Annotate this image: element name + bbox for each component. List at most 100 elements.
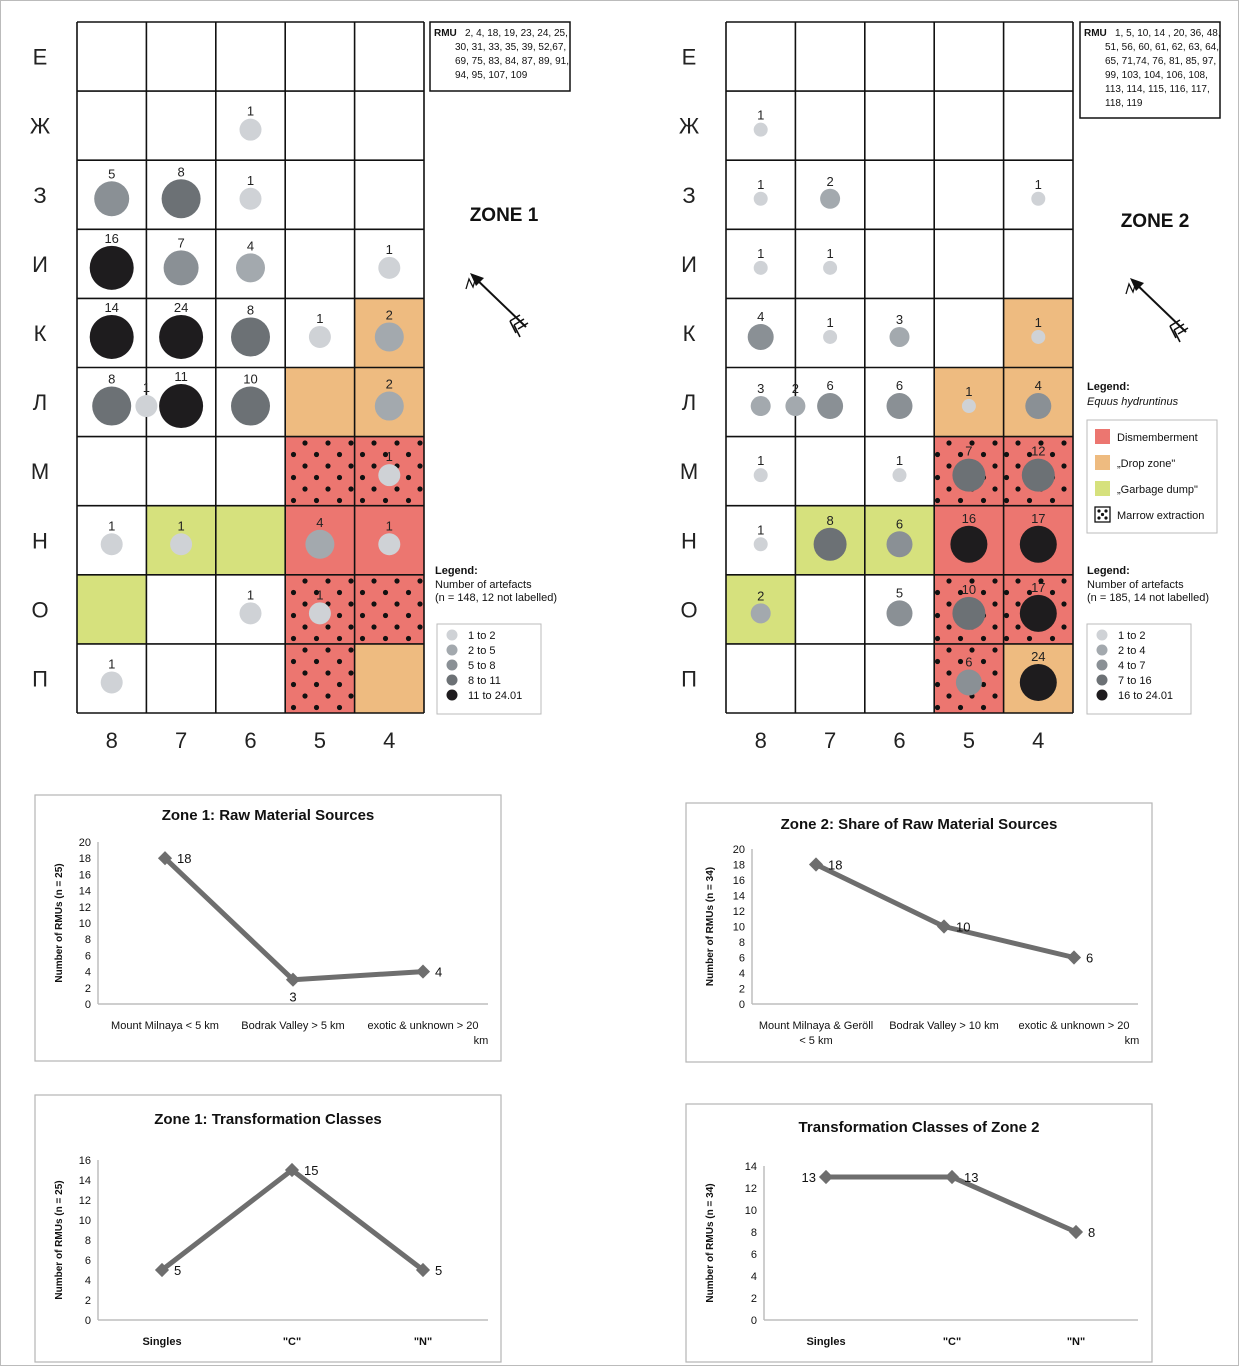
artefact-count-circle: [159, 314, 204, 359]
y-tick-label: 20: [79, 837, 91, 849]
artefact-count-label: 4: [316, 515, 323, 530]
rmu-list-line: 2, 4, 18, 19, 23, 24, 25,: [465, 28, 568, 39]
rmu-label: RMU: [434, 28, 457, 39]
count-legend-line: Number of artefacts: [1087, 579, 1184, 591]
chart-title: Zone 1: Transformation Classes: [154, 1111, 382, 1128]
row-label: О: [31, 597, 48, 622]
chart-title: Zone 2: Share of Raw Material Sources: [781, 816, 1058, 833]
x-category-label: Singles: [806, 1336, 845, 1348]
north-arrow-n-mark: [1125, 281, 1137, 295]
row-label: П: [32, 666, 48, 691]
artefact-count-label: 1: [108, 518, 115, 533]
data-value-label: 18: [828, 858, 842, 873]
row-label: Н: [681, 528, 697, 553]
count-legend-line: (n = 148, 12 not labelled): [435, 592, 557, 604]
zone-cell-fill: [77, 574, 147, 644]
column-label: 8: [755, 728, 767, 753]
artefact-count-circle: [886, 531, 913, 558]
artefact-count-label: 1: [247, 587, 254, 602]
artefact-count-circle: [753, 191, 768, 206]
size-legend-circle: [1096, 689, 1108, 701]
data-value-label: 13: [964, 1170, 978, 1185]
row-label: М: [680, 459, 698, 484]
zone-legend-label: „Drop zone": [1117, 458, 1175, 470]
y-tick-label: 20: [733, 844, 745, 856]
north-arrow-shaft: [471, 274, 527, 328]
marrow-pattern: [285, 436, 355, 506]
zone-cell-fill: [285, 367, 355, 437]
count-legend-line: (n = 185, 14 not labelled): [1087, 592, 1209, 604]
y-axis-label: Number of RMUs (n = 25): [54, 1180, 65, 1299]
size-legend-label: 11 to 24.01: [468, 690, 522, 702]
data-point-marker: [285, 972, 301, 987]
artefact-count-label: 1: [386, 242, 393, 257]
artefact-count-circle: [161, 179, 201, 219]
data-value-label: 5: [174, 1263, 181, 1278]
artefact-count-label: 1: [965, 384, 972, 399]
y-tick-label: 10: [79, 1215, 91, 1227]
artefact-count-circle: [813, 527, 847, 561]
artefact-count-circle: [92, 386, 132, 426]
zone-cell-fill: [215, 505, 286, 575]
rmu-list-line: 94, 95, 107, 109: [455, 70, 528, 81]
x-category-label: exotic & unknown > 20: [1019, 1020, 1130, 1032]
marrow-legend-dot: [1104, 516, 1108, 520]
y-tick-label: 12: [79, 902, 91, 914]
artefact-count-label: 1: [757, 522, 764, 537]
marrow-legend-dot: [1097, 509, 1101, 513]
y-tick-label: 2: [85, 1295, 91, 1307]
rmu-list-line: 1, 5, 10, 14 , 20, 36, 48,: [1115, 28, 1221, 39]
artefact-count-circle: [823, 260, 838, 275]
artefact-count-label: 17: [1031, 511, 1045, 526]
size-legend-label: 5 to 8: [468, 660, 496, 672]
row-label: О: [680, 597, 697, 622]
count-legend-title: Legend:: [1087, 565, 1130, 577]
column-label: 8: [106, 728, 118, 753]
x-category-label: "N": [1067, 1336, 1085, 1348]
artefact-count-circle: [753, 537, 768, 552]
artefact-count-label: 8: [826, 513, 833, 528]
artefact-count-circle: [892, 468, 907, 483]
artefact-count-label: 6: [896, 516, 903, 531]
artefact-count-label: 6: [896, 378, 903, 393]
column-label: 5: [963, 728, 975, 753]
artefact-count-label: 12: [1031, 444, 1045, 459]
marrow-pattern: [285, 643, 355, 713]
artefact-count-circle: [886, 600, 913, 627]
size-legend-label: 2 to 5: [468, 645, 496, 657]
zone-title: ZONE 2: [1121, 211, 1190, 232]
data-value-label: 3: [289, 990, 296, 1005]
artefact-count-circle: [955, 669, 982, 696]
artefact-count-label: 6: [965, 654, 972, 669]
artefact-count-circle: [231, 317, 270, 357]
marrow-pattern: [354, 574, 424, 644]
y-tick-label: 0: [751, 1315, 757, 1327]
artefact-count-circle: [753, 260, 768, 275]
artefact-count-label: 2: [826, 174, 833, 189]
y-tick-label: 6: [739, 953, 745, 965]
data-point-marker: [415, 1262, 431, 1278]
artefact-count-circle: [952, 596, 986, 630]
data-point-marker: [808, 857, 824, 872]
row-label: П: [681, 666, 697, 691]
artefact-count-label: 10: [962, 582, 976, 597]
artefact-count-label: 2: [757, 588, 764, 603]
artefact-count-circle: [1019, 594, 1057, 632]
artefact-count-circle: [305, 529, 335, 559]
zone-title: ZONE 1: [470, 205, 539, 226]
count-legend-line: Number of artefacts: [435, 579, 532, 591]
row-label: Л: [33, 390, 47, 415]
size-legend-circle: [446, 659, 458, 671]
artefact-count-circle: [89, 245, 134, 290]
chart-title: Transformation Classes of Zone 2: [799, 1119, 1040, 1136]
chart-frame: [685, 802, 1153, 1063]
chart-title: Zone 1: Raw Material Sources: [162, 807, 375, 824]
artefact-count-label: 1: [143, 380, 150, 395]
artefact-count-circle: [750, 396, 771, 417]
artefact-count-label: 1: [247, 104, 254, 119]
y-tick-label: 12: [733, 906, 745, 918]
artefact-count-label: 8: [108, 372, 115, 387]
artefact-count-circle: [231, 386, 270, 426]
data-point-marker: [944, 1169, 960, 1185]
